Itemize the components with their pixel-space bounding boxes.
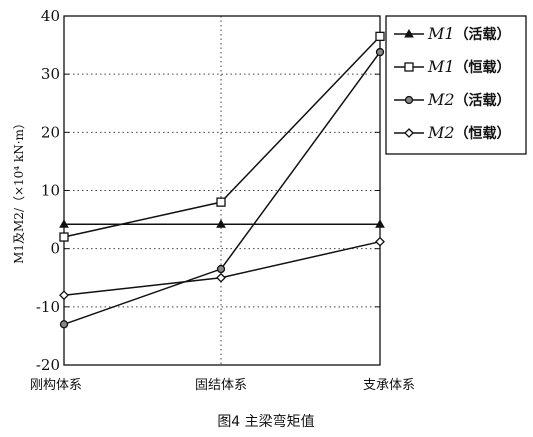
y-axis-label: M1及M2/（×10⁴ kN·m）: [12, 117, 26, 264]
legend-item: M1（活载）: [394, 24, 511, 43]
data-point: [375, 219, 385, 228]
legend-marker: [404, 28, 414, 38]
legend-label: M2（活载）: [427, 90, 511, 109]
legend: M1（活载） M1（恒载） M2（活载） M2（恒载）: [385, 15, 527, 155]
legend-marker: [404, 95, 414, 105]
series-circle: [59, 47, 385, 329]
y-tick-label: -10: [36, 298, 60, 316]
series-diamond: [59, 236, 385, 301]
y-tick-label: 0: [50, 240, 60, 258]
legend-marker: [404, 128, 414, 138]
legend-item: M2（活载）: [394, 90, 511, 109]
data-point: [59, 290, 69, 301]
figure-caption: 图4 主梁弯矩值: [217, 413, 314, 430]
x-category-label: 支承体系: [363, 378, 415, 393]
grid-lines: [64, 16, 380, 365]
y-tick-label: -20: [36, 356, 60, 374]
data-point: [216, 272, 226, 283]
data-point: [375, 236, 385, 247]
data-point: [216, 264, 226, 274]
data-point: [59, 320, 69, 329]
y-tick-label: 40: [41, 7, 60, 25]
data-point: [59, 232, 69, 242]
data-point: [216, 197, 226, 207]
data-point: [59, 219, 69, 228]
x-category-label: 固结体系: [195, 378, 247, 393]
y-tick-label: 10: [41, 182, 60, 200]
y-tick-label: 20: [41, 123, 60, 141]
legend-label: M2（恒载）: [427, 123, 511, 142]
data-point: [375, 31, 385, 42]
x-category-label: 刚构体系: [30, 378, 82, 393]
series-triangle: [59, 219, 385, 228]
legend-label: M1（活载）: [427, 24, 511, 43]
data-point: [216, 219, 226, 228]
series-square: [59, 31, 385, 242]
series-line: [63, 35, 381, 238]
legend-item: M1（恒载）: [394, 57, 511, 76]
y-tick-label: 30: [41, 65, 60, 83]
series-line: [63, 51, 381, 325]
data-point: [375, 47, 385, 57]
legend-marker: [404, 62, 414, 72]
legend-item: M2（恒载）: [394, 123, 511, 142]
legend-label: M1（恒载）: [427, 57, 511, 76]
